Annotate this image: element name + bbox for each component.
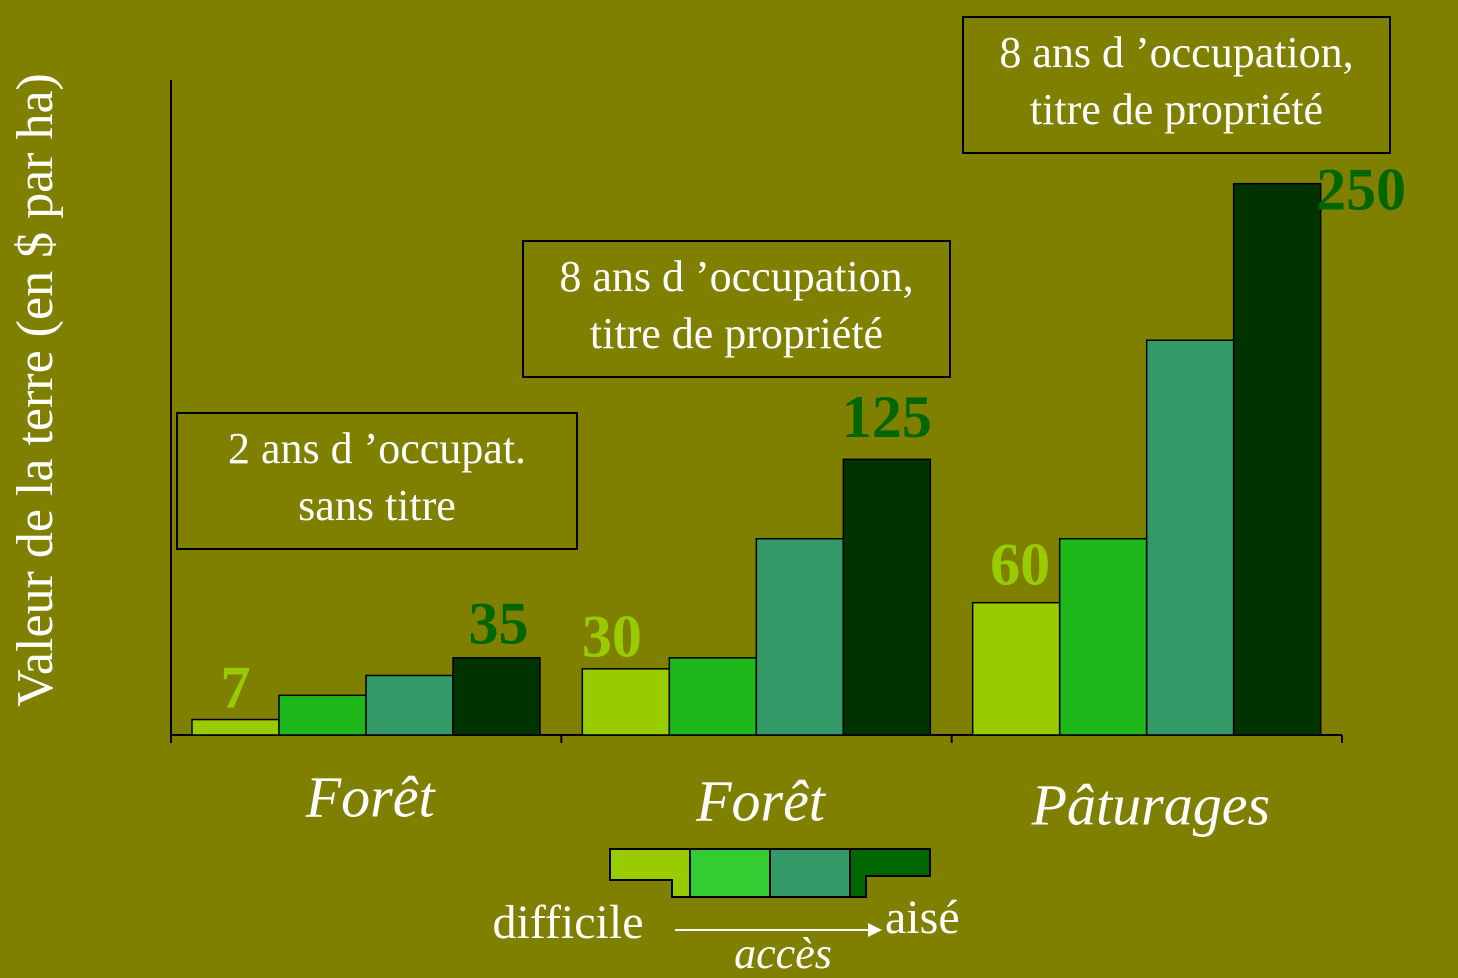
annotation-box	[522, 240, 951, 378]
bar	[452, 657, 541, 736]
annotation-text: titre de propriété	[590, 309, 883, 358]
bar	[1145, 339, 1235, 736]
bar	[278, 694, 367, 736]
bar	[365, 674, 454, 736]
bar	[971, 601, 1061, 736]
bar	[668, 657, 758, 736]
value-label: 250	[1316, 156, 1406, 222]
legend-swatch	[849, 848, 931, 898]
arrow-head	[868, 923, 882, 937]
bar	[581, 668, 671, 736]
annotation-text: 2 ans d ’occupat.	[228, 424, 526, 473]
y-axis-label: Valeur de la terre (en $ par ha)	[7, 73, 64, 707]
x-tick-label: Forêt	[305, 764, 437, 829]
legend-title: accès	[734, 929, 832, 978]
bar	[755, 537, 845, 736]
annotation-box	[176, 412, 578, 550]
bar	[191, 718, 280, 736]
annotation-text: 8 ans d ’occupation,	[559, 252, 913, 301]
value-label: 7	[221, 654, 251, 720]
annotation-text: titre de propriété	[1030, 85, 1323, 134]
legend-swatch	[769, 848, 851, 898]
value-label: 30	[582, 604, 642, 670]
x-tick-label: Pâturages	[1031, 772, 1270, 837]
bar	[1232, 182, 1322, 736]
value-label: 125	[842, 384, 932, 450]
value-label: 60	[990, 531, 1050, 597]
annotation-box	[962, 16, 1391, 154]
legend-swatch	[689, 848, 771, 898]
legend-high: aisé	[885, 891, 960, 944]
x-tick-label: Forêt	[695, 768, 827, 833]
bar	[842, 458, 932, 736]
bar	[1058, 537, 1148, 736]
annotation-text: 8 ans d ’occupation,	[999, 28, 1353, 77]
legend-low: difficile	[492, 896, 643, 949]
value-label: 35	[469, 591, 529, 657]
annotation-text: sans titre	[298, 481, 456, 530]
